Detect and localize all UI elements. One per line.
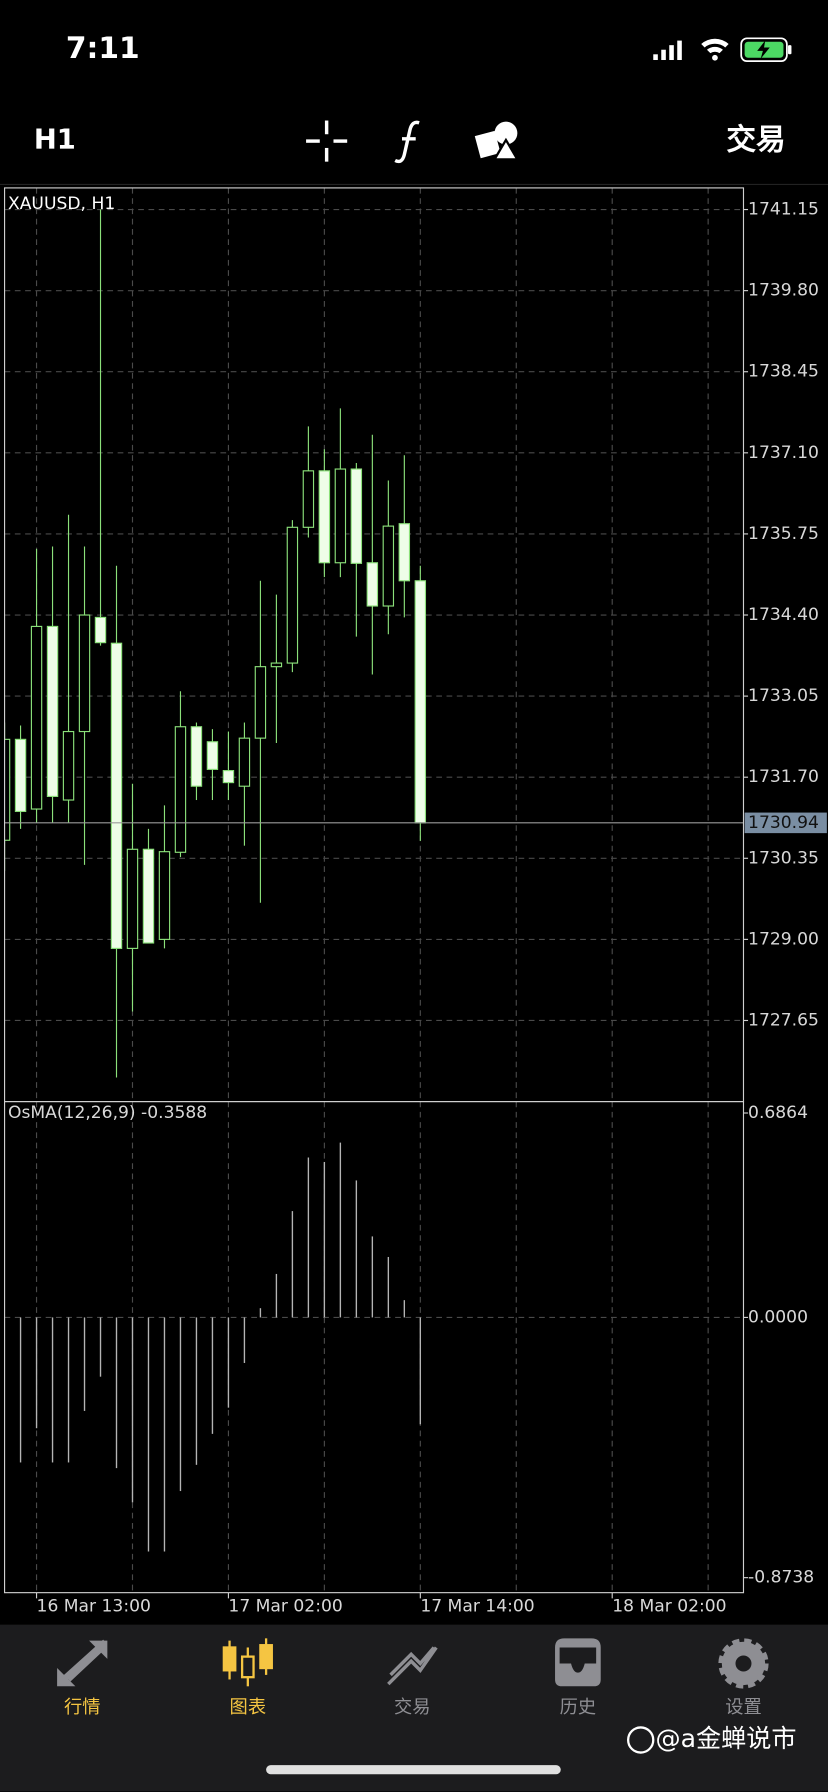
y-tick-label: 1735.75 (748, 524, 819, 544)
candle-body (398, 523, 411, 582)
candle-body (222, 770, 235, 784)
osma-bar (403, 1300, 406, 1318)
crosshair-button[interactable] (306, 120, 348, 162)
tab-label[interactable]: 图表 (230, 1697, 267, 1718)
candle-body (382, 525, 395, 607)
watermark-logo (626, 1726, 655, 1754)
current-price-box (744, 812, 827, 834)
x-tick-label: 17 Mar 02:00 (228, 1596, 342, 1616)
osma-bar (291, 1211, 294, 1318)
candle-body (238, 737, 251, 787)
osma-bar (339, 1142, 342, 1318)
osma-bar (275, 1273, 278, 1318)
osma-bar (323, 1161, 326, 1318)
status-icons (653, 37, 792, 63)
osma-bar (19, 1317, 22, 1463)
y-tick-label: 0.6864 (748, 1103, 808, 1123)
chart-tab-icon[interactable] (222, 1638, 273, 1687)
candle-body (206, 741, 219, 770)
candle-body (30, 625, 43, 810)
osma-bar (227, 1317, 230, 1408)
chart-title: XAUUSD, H1 (8, 194, 115, 214)
osma-bar (355, 1180, 358, 1318)
osma-bar (35, 1317, 38, 1429)
osma-bar (115, 1317, 118, 1469)
y-tick-label: 1737.10 (748, 443, 819, 463)
x-tick-label: 16 Mar 13:00 (37, 1596, 151, 1616)
y-tick-label: 1741.15 (748, 200, 819, 220)
candle-body (318, 470, 331, 564)
candle-body (286, 526, 299, 664)
candle-body (4, 738, 11, 841)
y-tick-label: 1727.65 (748, 1010, 819, 1030)
candle-body (14, 738, 27, 813)
history-tab-icon[interactable] (555, 1638, 601, 1687)
candle-body (174, 726, 187, 853)
candle-body (46, 625, 59, 797)
osma-bar (259, 1308, 262, 1318)
candle-body (62, 730, 75, 801)
osma-bar (307, 1157, 310, 1318)
osma-panel-frame (3, 1101, 745, 1594)
candle-body (302, 470, 315, 528)
y-tick-label: 1731.70 (748, 767, 819, 787)
osma-bar (371, 1236, 374, 1318)
candle-body (142, 848, 155, 944)
candle-body (270, 662, 283, 668)
osma-bar (387, 1256, 390, 1318)
osma-bar (419, 1317, 422, 1425)
tab-bar (0, 1624, 828, 1792)
current-price-label: 1730.94 (748, 813, 819, 833)
osma-bar (179, 1317, 182, 1492)
tab-label[interactable]: 历史 (560, 1697, 597, 1718)
y-tick-label: 0.0000 (748, 1307, 808, 1327)
candle-body (110, 642, 123, 949)
osma-bar (211, 1317, 214, 1434)
candle-body (414, 580, 427, 824)
y-tick-label: 1738.45 (748, 362, 819, 382)
y-tick-label: 1739.80 (748, 281, 819, 301)
quotes-tab-icon[interactable] (57, 1639, 108, 1687)
candle-body (158, 851, 171, 940)
y-tick-label: 1729.00 (748, 929, 819, 949)
y-tick-label: 1734.40 (748, 605, 819, 625)
osma-bar (67, 1317, 70, 1463)
objects-button[interactable] (474, 121, 520, 161)
candle-body (350, 468, 363, 564)
osma-bar (163, 1317, 166, 1552)
osma-bar (51, 1317, 54, 1463)
candle-body (94, 616, 107, 644)
osma-bar (195, 1317, 198, 1465)
y-tick-label: 1730.35 (748, 848, 819, 868)
candle-body (190, 726, 203, 787)
candle-body (126, 848, 139, 949)
x-tick-label: 17 Mar 14:00 (420, 1596, 534, 1616)
y-tick-label: 1733.05 (748, 686, 819, 706)
candle-body (334, 468, 347, 564)
tab-label[interactable]: 交易 (394, 1697, 431, 1718)
status-time: 7:11 (66, 31, 140, 66)
osma-bar (99, 1317, 102, 1377)
timeframe-button[interactable]: H1 (34, 125, 76, 156)
x-tick-label: 18 Mar 02:00 (612, 1596, 726, 1616)
watermark: @a金蝉说市 (656, 1724, 797, 1753)
osma-bar (131, 1317, 134, 1503)
trade-button[interactable]: 交易 (726, 123, 785, 158)
settings-tab-icon[interactable] (718, 1638, 769, 1689)
chart-title: OsMA(12,26,9) -0.3588 (8, 1103, 207, 1123)
osma-bar (243, 1317, 246, 1363)
candle-body (254, 666, 267, 739)
candle-body (366, 562, 379, 607)
trade-tab-icon[interactable] (387, 1646, 438, 1686)
osma-bar (83, 1317, 86, 1411)
osma-bar (147, 1317, 150, 1552)
tab-label[interactable]: 行情 (64, 1697, 101, 1718)
indicator-button[interactable] (394, 120, 420, 164)
tab-label[interactable]: 设置 (725, 1697, 762, 1718)
candle-body (78, 614, 91, 733)
home-indicator (266, 1765, 561, 1775)
y-tick-label: -0.8738 (748, 1568, 814, 1588)
